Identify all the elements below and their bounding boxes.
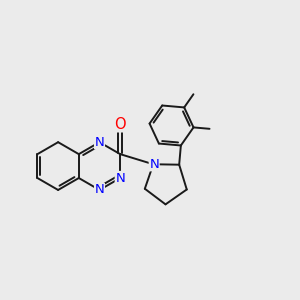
Text: N: N bbox=[115, 172, 125, 184]
Text: N: N bbox=[94, 136, 104, 149]
Text: N: N bbox=[149, 158, 159, 171]
Text: N: N bbox=[94, 184, 104, 196]
Text: O: O bbox=[114, 117, 126, 132]
